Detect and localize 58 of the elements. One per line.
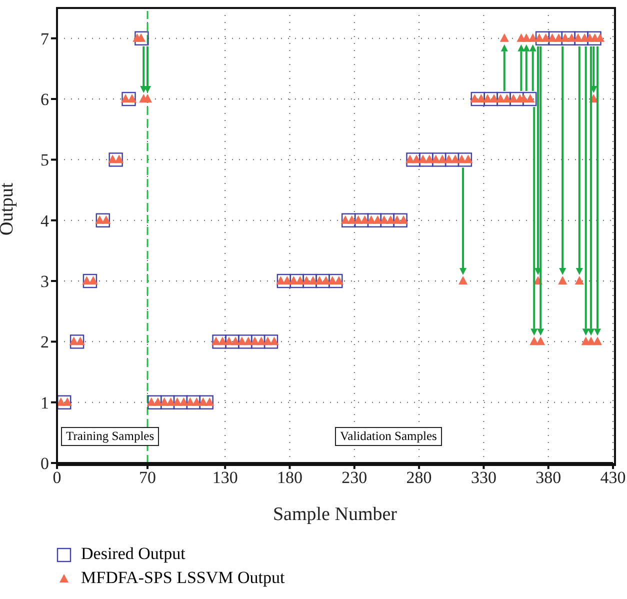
point — [96, 213, 110, 228]
y-tick-label: 5 — [40, 150, 49, 170]
point — [82, 274, 98, 288]
point — [199, 395, 214, 410]
point — [444, 152, 460, 167]
annotation: Training Samples — [61, 427, 160, 446]
annotation: Validation Samples — [335, 427, 442, 446]
point — [316, 274, 330, 288]
point — [458, 152, 472, 167]
y-tick-label: 2 — [40, 332, 49, 352]
x-tick-label: 330 — [470, 468, 496, 488]
point — [470, 92, 485, 106]
x-axis-title: Sample Number — [272, 504, 398, 525]
y-axis-title: Output — [0, 182, 18, 236]
x-tick-label: 380 — [536, 468, 562, 488]
point — [225, 334, 240, 349]
point — [173, 395, 188, 410]
point — [276, 274, 292, 288]
x-tick-label: 430 — [600, 468, 626, 488]
legend-label: Desired Output — [81, 544, 186, 564]
point — [134, 31, 149, 46]
x-tick-label: 0 — [52, 468, 62, 488]
y-tick-label: 3 — [40, 272, 49, 292]
point — [212, 334, 226, 349]
point — [302, 274, 317, 288]
point — [186, 395, 201, 410]
point — [264, 334, 278, 349]
y-tick-label: 0 — [40, 454, 49, 474]
point — [522, 92, 537, 106]
point — [108, 152, 123, 167]
x-tick-label: 230 — [342, 468, 368, 488]
y-tick-label: 7 — [40, 29, 50, 48]
point — [328, 274, 343, 288]
point — [290, 274, 304, 288]
point — [160, 395, 175, 410]
point — [70, 334, 84, 349]
point — [484, 92, 498, 106]
point — [496, 92, 511, 106]
point — [406, 152, 420, 167]
point — [587, 31, 602, 46]
point — [148, 395, 162, 410]
point — [122, 92, 136, 106]
point — [367, 213, 382, 228]
point — [548, 31, 563, 46]
legend-label: MFDFA-SPS LSSVM Output — [81, 568, 285, 588]
point — [535, 31, 550, 46]
y-tick-label: 4 — [40, 211, 50, 230]
x-tick-label: 280 — [406, 468, 432, 488]
x-tick-label: 180 — [276, 468, 302, 488]
point — [341, 213, 356, 228]
point — [354, 213, 369, 228]
y-tick-label: 6 — [40, 90, 49, 110]
point — [250, 334, 266, 349]
point — [510, 92, 524, 106]
y-tick-label: 1 — [40, 393, 49, 412]
x-tick-label: 130 — [212, 468, 238, 488]
point — [393, 213, 408, 228]
x-tick-label: 70 — [139, 468, 156, 488]
